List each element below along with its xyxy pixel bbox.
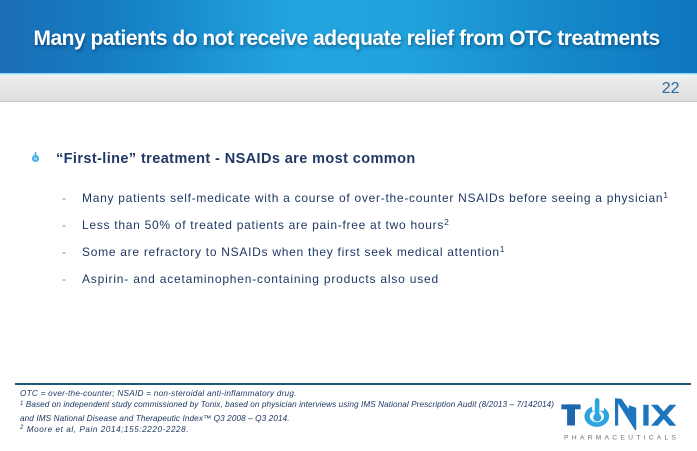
svg-text:PHARMACEUTICALS: PHARMACEUTICALS: [564, 435, 679, 442]
